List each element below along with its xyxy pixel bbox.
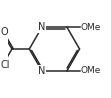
Text: O: O (0, 27, 8, 37)
Text: OMe: OMe (80, 23, 100, 32)
Text: Cl: Cl (0, 60, 10, 70)
Text: N: N (38, 66, 46, 76)
Text: OMe: OMe (80, 66, 100, 75)
Text: N: N (38, 22, 46, 32)
